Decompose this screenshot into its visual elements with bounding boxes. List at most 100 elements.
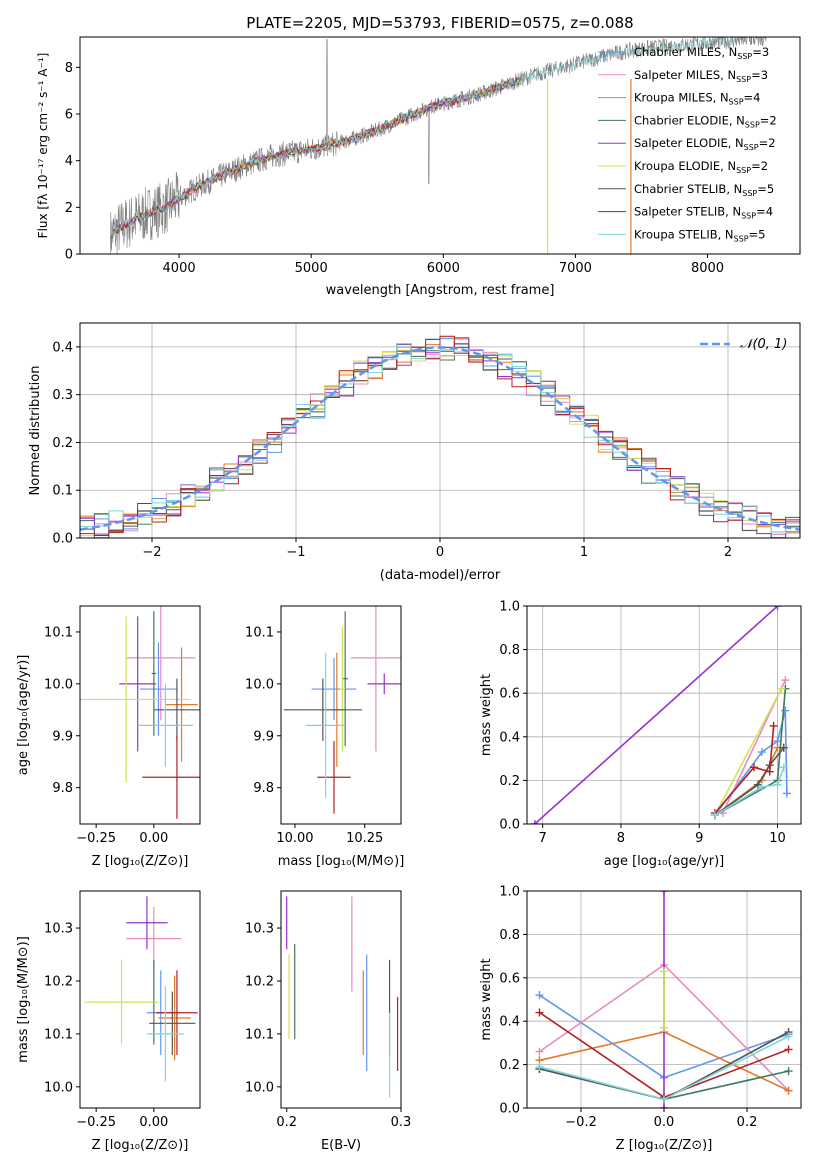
y-tick-label: 10.1 bbox=[44, 625, 73, 640]
x-tick-label: 6000 bbox=[427, 261, 460, 276]
series-line bbox=[714, 725, 775, 814]
x-tick-label: 0.2 bbox=[276, 1115, 297, 1130]
legend-entry: Kroupa MILES, NSSP=4 bbox=[634, 91, 760, 107]
series-marker bbox=[782, 789, 791, 798]
legend-entry: Salpeter STELIB, NSSP=4 bbox=[634, 205, 773, 221]
x-tick-label: 0 bbox=[436, 545, 444, 560]
y-tick-label: 10.1 bbox=[245, 625, 274, 640]
panel-mass_vs_ebv: 0.2 0.3 10.0 10.1 10.2 10.3 E(B-V) bbox=[245, 890, 412, 1153]
x-tick-label: −0.25 bbox=[76, 831, 116, 846]
y-tick-label: 0.4 bbox=[52, 340, 73, 355]
x-tick-label: 7000 bbox=[559, 261, 592, 276]
series-marker bbox=[710, 811, 719, 820]
panel-mass_weight_vs_Z: −0.2 0.0 0.2 0.0 0.2 0.4 0.6 0.8 1.0 Z [log₁₀(Z/Z… bbox=[479, 885, 802, 1153]
series-marker bbox=[535, 1008, 544, 1017]
panel-age_vs_Z: −0.25 0.00 9.8 9.9 10.0 10.1 Z [log₁₀(Z/Z⊙)] ag… bbox=[16, 605, 201, 869]
x-axis-label: E(B-V) bbox=[321, 1138, 361, 1153]
x-tick-label: 9 bbox=[695, 831, 703, 846]
y-axis-label: Normed distribution bbox=[28, 366, 43, 496]
x-axis-label: Z [log₁₀(Z/Z⊙)] bbox=[92, 854, 189, 869]
axes-frame bbox=[79, 890, 201, 1109]
x-tick-label: 5000 bbox=[295, 261, 328, 276]
x-tick-label: 4000 bbox=[163, 261, 196, 276]
y-tick-label: 2 bbox=[65, 201, 73, 216]
y-axis-label: Flux [fλ 10⁻¹⁷ erg cm⁻² s⁻¹ A⁻¹] bbox=[36, 53, 50, 239]
axes-frame bbox=[526, 605, 802, 825]
x-tick-label: 8000 bbox=[691, 261, 724, 276]
y-tick-label: 10.1 bbox=[245, 1027, 274, 1042]
plot-area bbox=[286, 896, 399, 1098]
series-marker bbox=[660, 967, 668, 976]
y-axis-label: age [log₁₀(age/yr)] bbox=[16, 655, 31, 776]
plot-area bbox=[283, 606, 401, 814]
y-tick-label: 0.2 bbox=[52, 436, 73, 451]
series-line bbox=[714, 688, 783, 816]
y-axis-label: mass weight bbox=[479, 674, 494, 756]
x-tick-label: 7 bbox=[539, 831, 547, 846]
y-tick-label: 9.8 bbox=[253, 781, 274, 796]
x-axis-label: wavelength [Angstrom, rest frame] bbox=[326, 283, 555, 298]
series-marker bbox=[535, 1062, 544, 1071]
x-tick-label: 0.3 bbox=[391, 1115, 412, 1130]
x-tick-label: 10.00 bbox=[276, 831, 313, 846]
y-tick-label: 0.8 bbox=[499, 643, 520, 658]
y-tick-label: 10.0 bbox=[44, 1080, 73, 1095]
legend-entry: Chabrier MILES, NSSP=3 bbox=[634, 45, 769, 61]
figure-title: PLATE=2205, MJD=53793, FIBERID=0575, z=0… bbox=[246, 14, 633, 32]
x-tick-label: −1 bbox=[286, 545, 305, 560]
y-tick-label: 10.0 bbox=[245, 1080, 274, 1095]
axes-frame bbox=[79, 36, 801, 255]
y-tick-label: 0.4 bbox=[499, 1015, 520, 1030]
series-marker bbox=[757, 782, 766, 791]
normal-reference-curve bbox=[80, 346, 800, 531]
y-tick-label: 10.2 bbox=[44, 974, 73, 989]
x-axis-label: age [log₁₀(age/yr)] bbox=[604, 854, 725, 869]
y-axis-label: mass weight bbox=[479, 958, 494, 1040]
y-tick-label: 0.6 bbox=[499, 971, 520, 986]
series-marker bbox=[773, 780, 782, 789]
y-tick-label: 0.0 bbox=[499, 1102, 520, 1117]
axes-frame bbox=[280, 890, 402, 1109]
series-marker bbox=[535, 991, 544, 1000]
plot-area bbox=[80, 606, 200, 819]
plot-area bbox=[84, 896, 198, 1082]
y-tick-label: 0.0 bbox=[499, 818, 520, 833]
x-tick-label: 10 bbox=[769, 831, 786, 846]
legend-entry: Kroupa STELIB, NSSP=5 bbox=[634, 227, 765, 243]
x-axis-label: Z [log₁₀(Z/Z⊙)] bbox=[92, 1138, 189, 1153]
y-tick-label: 10.0 bbox=[44, 677, 73, 692]
series-marker bbox=[773, 606, 782, 610]
plot-area bbox=[535, 891, 793, 1108]
legend-entry: Chabrier STELIB, NSSP=5 bbox=[634, 182, 774, 198]
panel-age_vs_mass: 10.00 10.25 9.8 9.9 10.0 10.1 mass [log₁₀(M/M⊙… bbox=[245, 605, 404, 869]
series-marker bbox=[535, 1047, 544, 1056]
y-tick-label: 0.1 bbox=[52, 484, 73, 499]
plot-area bbox=[109, 37, 767, 254]
series-marker bbox=[779, 743, 788, 752]
x-tick-label: 2 bbox=[724, 545, 732, 560]
series-marker bbox=[530, 820, 539, 824]
plot-area bbox=[530, 606, 791, 824]
series-marker bbox=[769, 721, 778, 730]
x-tick-label: 0.00 bbox=[139, 1115, 168, 1130]
series-marker bbox=[784, 1067, 793, 1076]
panel-mass_weight_vs_age: 7 8 9 10 0.0 0.2 0.4 0.6 0.8 1.0 age [log₁₀(age/yr… bbox=[479, 600, 802, 869]
legend-entry: Chabrier ELODIE, NSSP=2 bbox=[634, 113, 777, 129]
x-tick-label: 1 bbox=[580, 545, 588, 560]
x-tick-label: −2 bbox=[142, 545, 161, 560]
y-tick-label: 0.8 bbox=[499, 928, 520, 943]
y-tick-label: 6 bbox=[65, 108, 73, 123]
x-tick-label: 0.2 bbox=[737, 1115, 758, 1130]
series-marker bbox=[660, 1023, 668, 1032]
legend-entry: Salpeter ELODIE, NSSP=2 bbox=[634, 136, 776, 152]
axes-frame bbox=[79, 605, 201, 825]
x-tick-label: 8 bbox=[617, 831, 625, 846]
model-spectrum-line bbox=[109, 37, 734, 239]
series-marker bbox=[779, 763, 788, 772]
x-tick-label: 0.00 bbox=[139, 831, 168, 846]
y-tick-label: 0.3 bbox=[52, 388, 73, 403]
y-tick-label: 10.2 bbox=[245, 974, 274, 989]
series-marker bbox=[660, 1104, 668, 1108]
x-tick-label: 0.0 bbox=[654, 1115, 675, 1130]
